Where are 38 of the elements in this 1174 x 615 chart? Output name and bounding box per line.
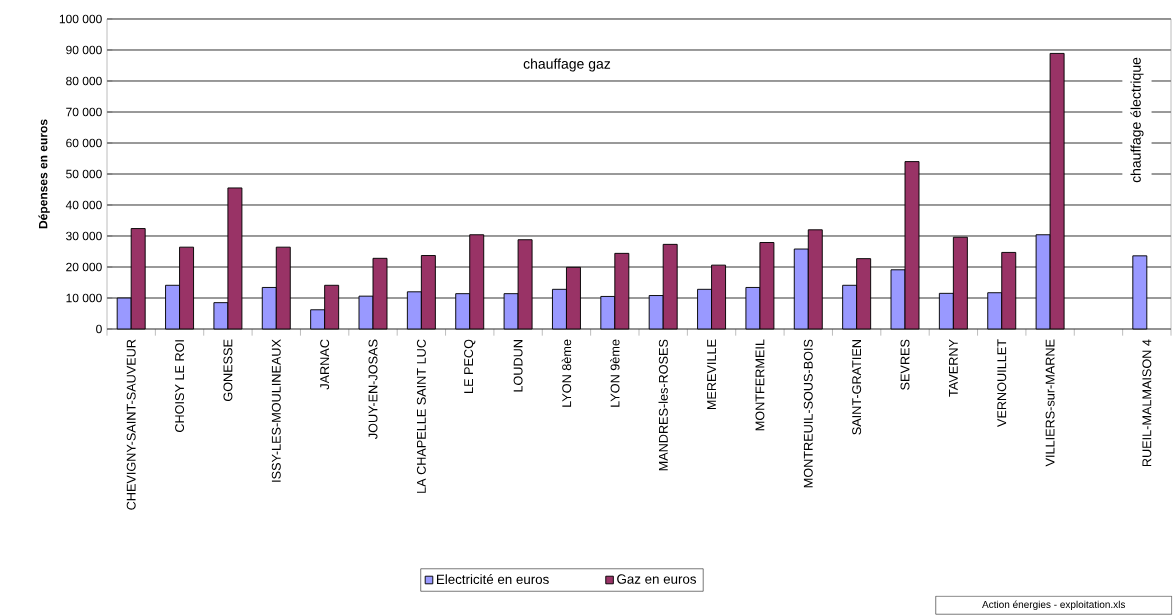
x-tick-label: ISSY-LES-MOULINEAUX xyxy=(271,339,281,482)
y-tick-label: 50 000 xyxy=(66,169,102,179)
y-tick-label: 30 000 xyxy=(66,231,102,241)
x-tick-label: MANDRES-les-ROSES xyxy=(658,339,668,471)
x-tick-label: LYON 8ème xyxy=(561,339,572,407)
x-tick-label: VILLIERS-sur-MARNE xyxy=(1045,339,1055,467)
x-tick-label: GONESSE xyxy=(223,339,233,402)
x-tick-label: CHOISY LE ROI xyxy=(175,340,185,433)
x-tick-label: LE PECQ xyxy=(464,339,476,393)
x-tick-label: CHEVIGNY-SAINT-SAUVEUR xyxy=(126,339,136,510)
x-tick-label: LA CHAPELLE SAINT LUC xyxy=(416,339,426,493)
y-tick-label: 100 000 xyxy=(59,14,102,24)
y-tick-label: 80 000 xyxy=(66,76,102,86)
y-tick-label: 0 xyxy=(96,324,102,334)
x-tick-label: MONTREUIL-SOUS-BOIS xyxy=(803,339,813,488)
x-tick-label: LOUDUN xyxy=(513,340,523,392)
y-tick-label: 40 000 xyxy=(65,200,102,210)
y-axis-title: Dépenses en euros xyxy=(38,119,50,229)
text: Action énergies - exploitation.xls xyxy=(982,600,1126,610)
annotation: chauffage électrique xyxy=(1130,57,1144,183)
y-tick-label: 70 000 xyxy=(66,107,102,117)
x-tick-label: LYON 9ème xyxy=(610,339,620,407)
x-tick-label: MEREVILLE xyxy=(707,339,716,410)
y-tick-label: 90 000 xyxy=(66,45,102,55)
x-tick-label: TAVERNY xyxy=(949,339,958,397)
x-tick-label: RUEIL-MALMAISON 4 xyxy=(1142,339,1152,467)
x-tick-label: JOUY-EN-JOSAS xyxy=(368,339,378,440)
x-tick-label: JARNAC xyxy=(320,339,330,390)
y-tick-label: 20 000 xyxy=(66,262,102,272)
annotation: chauffage gaz xyxy=(523,58,611,72)
y-tick-label: 60 000 xyxy=(66,138,102,148)
x-tick-label: MONTFERMEIL xyxy=(755,339,765,431)
legend-label: Electricité en euros xyxy=(437,574,549,585)
x-tick-label: SEVRES xyxy=(900,339,910,390)
legend-label: Gaz en euros xyxy=(617,574,697,584)
x-tick-label: SAINT-GRATIEN xyxy=(852,340,862,435)
x-tick-label: VERNOUILLET xyxy=(997,339,1007,427)
y-tick-label: 10 000 xyxy=(66,293,102,303)
